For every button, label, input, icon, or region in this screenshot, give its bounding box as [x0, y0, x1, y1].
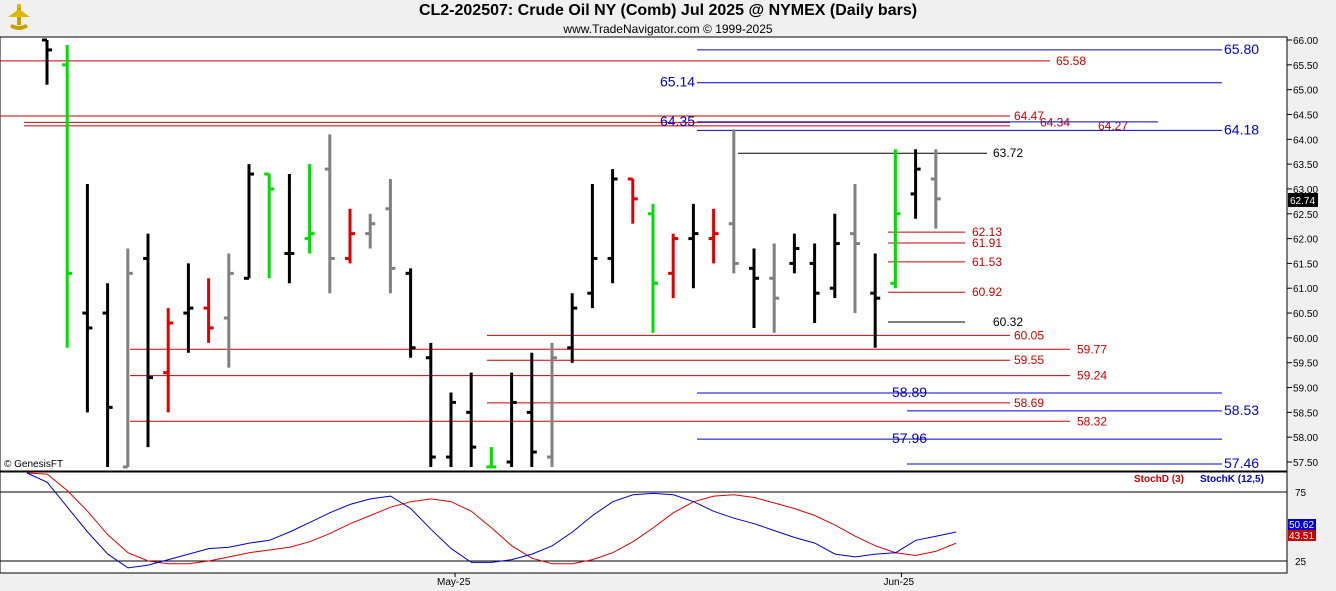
- stoch-axis-tick-label: 75: [1295, 488, 1307, 499]
- price-axis-tick-label: 58.00: [1293, 433, 1318, 444]
- stoch-d-last-label: 43.51: [1289, 531, 1314, 542]
- level-label: 58.32: [1077, 414, 1107, 428]
- date-axis-label: May-25: [437, 577, 471, 588]
- date-axis-label: Jun-25: [883, 577, 914, 588]
- level-label: 60.32: [993, 315, 1023, 329]
- level-label: 57.96: [892, 430, 927, 446]
- last-price-label: 62.74: [1290, 196, 1315, 207]
- level-label: 58.89: [892, 384, 927, 400]
- level-label: 59.55: [1014, 353, 1044, 367]
- stoch-d-last-box: [1288, 530, 1316, 541]
- level-label: 65.80: [1224, 41, 1259, 57]
- stoch-d-line: [26, 472, 957, 565]
- chart-subtitle: www.TradeNavigator.com © 1999-2025: [563, 22, 773, 36]
- price-axis-tick-label: 60.50: [1293, 309, 1318, 320]
- price-axis-tick-label: 59.00: [1293, 384, 1318, 395]
- copyright-label: © GenesisFT: [4, 459, 63, 470]
- level-label: 64.18: [1224, 121, 1259, 137]
- stoch-k-last-box: [1288, 519, 1316, 530]
- price-panel: [0, 36, 1288, 472]
- level-label: 59.77: [1077, 342, 1107, 356]
- stoch-k-line: [26, 472, 957, 569]
- price-axis-tick-label: 61.00: [1293, 284, 1318, 295]
- price-axis-tick-label: 62.00: [1293, 235, 1318, 246]
- level-label: 64.35: [660, 113, 695, 129]
- stoch-d-legend: StochD (3): [1134, 474, 1184, 485]
- stoch-axis-tick-label: 25: [1295, 557, 1307, 568]
- price-axis-tick-label: 58.50: [1293, 408, 1318, 419]
- price-axis-tick-label: 60.00: [1293, 334, 1318, 345]
- level-label: 59.24: [1077, 369, 1107, 383]
- level-label: 62.13: [972, 225, 1002, 239]
- price-axis-tick-label: 64.50: [1293, 110, 1318, 121]
- price-axis-tick-label: 63.50: [1293, 160, 1318, 171]
- level-label: 57.46: [1224, 455, 1259, 471]
- level-label: 58.53: [1224, 402, 1259, 418]
- stoch-k-last-label: 50.62: [1289, 520, 1314, 531]
- trade-navigator-logo-icon: [4, 3, 34, 38]
- price-axis-tick-label: 66.00: [1293, 36, 1318, 47]
- price-axis-tick-label: 64.00: [1293, 135, 1318, 146]
- level-label: 60.92: [972, 285, 1002, 299]
- level-label: 64.47: [1014, 109, 1044, 123]
- last-price-box: [1288, 193, 1318, 207]
- stoch-panel: [0, 471, 1288, 574]
- price-axis-tick-label: 62.50: [1293, 210, 1318, 221]
- price-axis-tick-label: 59.50: [1293, 359, 1318, 370]
- chart-title: CL2-202507: Crude Oil NY (Comb) Jul 2025…: [418, 2, 918, 19]
- price-axis-tick-label: 65.00: [1293, 86, 1318, 97]
- stoch-k-legend: StochK (12,5): [1200, 474, 1264, 485]
- price-axis-tick-label: 63.00: [1293, 185, 1318, 196]
- level-label: 61.91: [972, 236, 1002, 250]
- level-label: 65.14: [660, 74, 695, 90]
- price-axis-tick-label: 57.50: [1293, 458, 1318, 469]
- level-label: 61.53: [972, 255, 1002, 269]
- level-label: 63.72: [993, 146, 1023, 160]
- price-axis-tick-label: 61.50: [1293, 259, 1318, 270]
- level-label: 60.05: [1014, 328, 1044, 342]
- price-axis-tick-label: 65.50: [1293, 61, 1318, 72]
- level-label: 58.69: [1014, 396, 1044, 410]
- level-label: 65.58: [1056, 54, 1086, 68]
